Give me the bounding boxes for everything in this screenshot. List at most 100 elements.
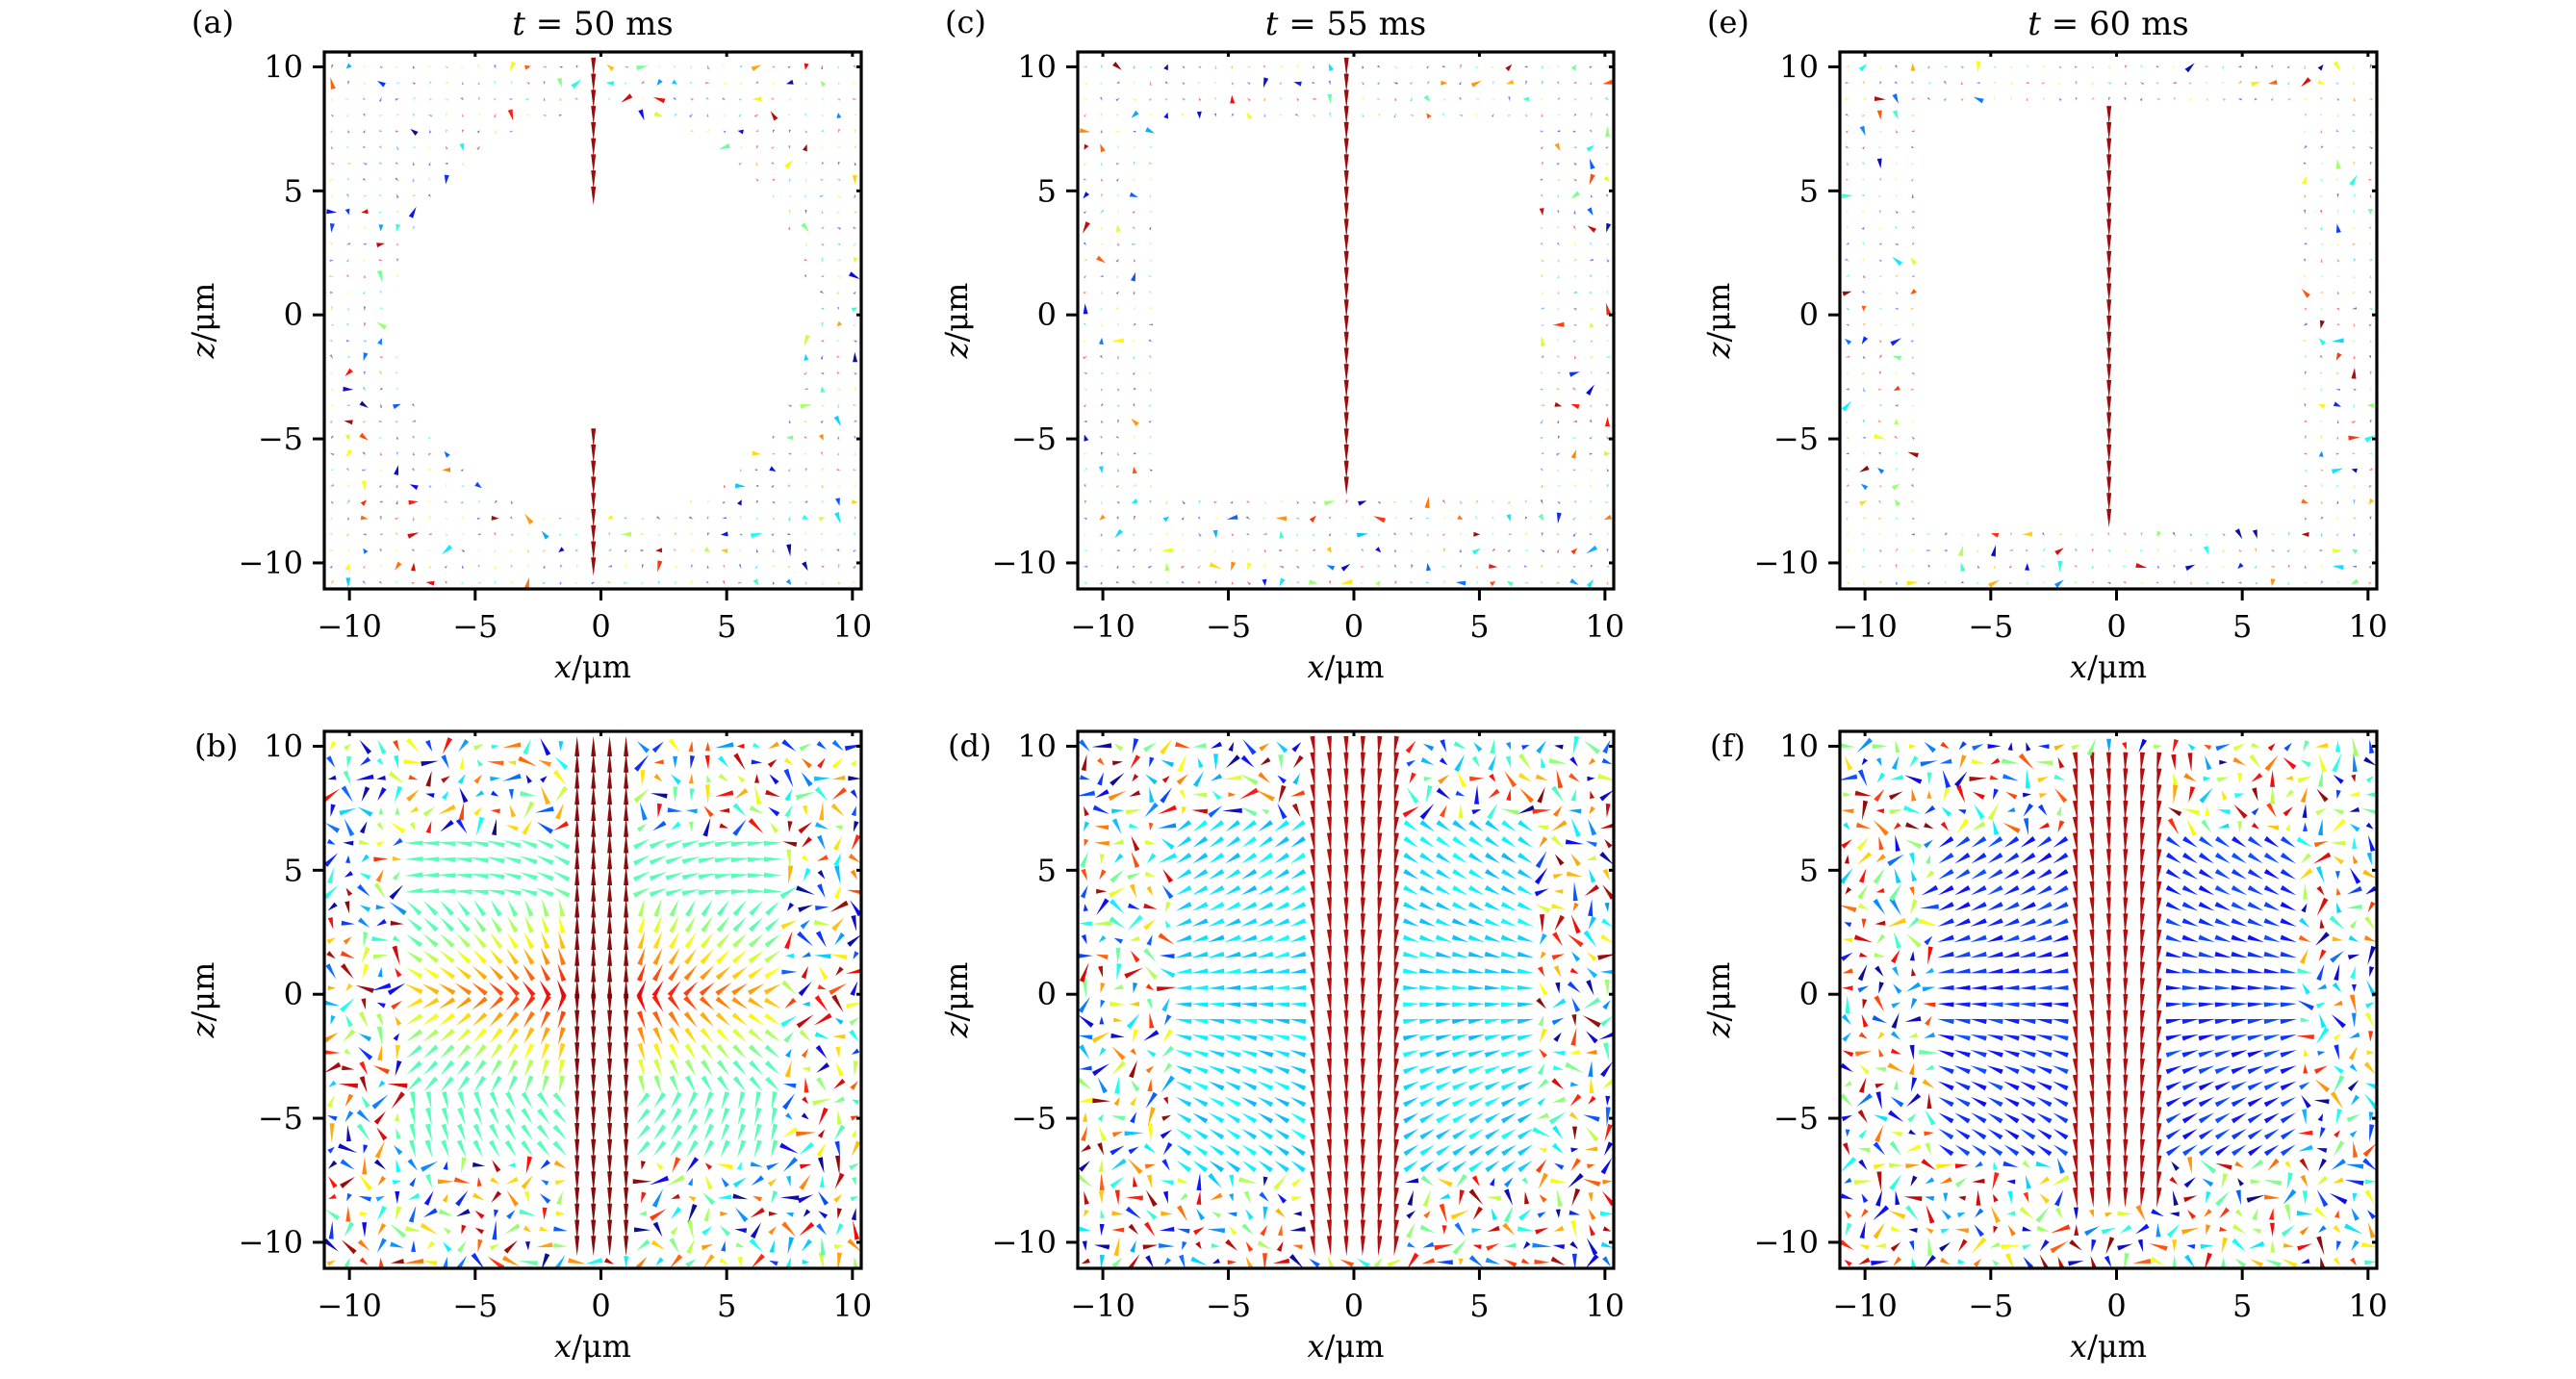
vector-arrow: [2336, 887, 2341, 896]
vector-arrow: [2368, 178, 2373, 181]
x-tick-label: 5: [1469, 1288, 1489, 1324]
vector-arrow: [2247, 968, 2265, 974]
vector-arrow: [803, 113, 807, 117]
vector-arrow: [424, 1139, 433, 1159]
vector-arrow: [2319, 371, 2324, 374]
vector-arrow: [2123, 961, 2129, 983]
vector-arrow: [2330, 950, 2345, 963]
vector-arrow: [1944, 549, 1948, 552]
vector-arrow: [1552, 1125, 1564, 1140]
vector-arrow: [1919, 1049, 1940, 1055]
vector-arrow: [1919, 918, 1939, 927]
vector-arrow: [1937, 1002, 1954, 1008]
vector-arrow: [1556, 130, 1561, 133]
vector-arrow: [1603, 450, 1611, 456]
vector-arrow: [1419, 968, 1437, 974]
vector-arrow: [2247, 869, 2264, 880]
vector-arrow: [326, 1094, 335, 1109]
vector-arrow: [2072, 1187, 2078, 1208]
vector-arrow: [1556, 548, 1560, 553]
vector-arrow: [853, 1060, 858, 1077]
vector-arrow: [1586, 855, 1596, 860]
vector-arrow: [673, 97, 676, 101]
vector-arrow: [326, 951, 336, 959]
vector-arrow: [2368, 565, 2372, 569]
vector-arrow: [1289, 885, 1307, 896]
vector-arrow: [750, 532, 763, 539]
vector-arrow: [2336, 259, 2340, 263]
vector-arrow: [1190, 1002, 1209, 1008]
vector-arrow: [2036, 1144, 2053, 1157]
vector-arrow: [526, 532, 530, 535]
vector-arrow: [651, 741, 664, 753]
vector-arrow: [1149, 786, 1155, 804]
vector-arrow: [427, 549, 432, 551]
vector-arrow: [753, 114, 759, 117]
vector-arrow: [1377, 97, 1381, 100]
vector-arrow: [2165, 968, 2183, 974]
vector-arrow: [1911, 484, 1914, 488]
vector-arrow: [721, 1240, 726, 1252]
vector-arrow: [2026, 64, 2029, 69]
vector-arrow: [681, 856, 701, 864]
vector-arrow: [473, 774, 483, 784]
vector-arrow: [412, 64, 415, 69]
vector-arrow: [1895, 145, 1899, 148]
vector-arrow: [346, 499, 351, 504]
vector-arrow: [1858, 1257, 1871, 1265]
vector-arrow: [1410, 532, 1413, 536]
vector-arrow: [470, 841, 489, 848]
vector-arrow: [1895, 580, 1899, 585]
vector-arrow: [836, 291, 840, 294]
vector-arrow: [681, 889, 701, 896]
vector-arrow: [1239, 951, 1258, 958]
vector-arrow: [2320, 145, 2324, 149]
vector-arrow: [559, 564, 563, 569]
vector-arrow: [1507, 500, 1511, 505]
vector-arrow: [1393, 929, 1399, 950]
vector-arrow: [854, 1256, 858, 1268]
vector-arrow: [506, 1210, 516, 1220]
vector-arrow: [1556, 581, 1561, 585]
vector-arrow: [720, 1123, 730, 1142]
vector-arrow: [1443, 580, 1446, 585]
vector-arrow: [2222, 549, 2225, 552]
vector-arrow: [535, 871, 554, 881]
vector-arrow: [1214, 580, 1217, 585]
vector-arrow: [591, 1026, 597, 1047]
vector-arrow: [373, 856, 389, 862]
vector-arrow: [2280, 902, 2297, 911]
vector-arrow: [537, 1091, 550, 1109]
vector-arrow: [557, 947, 566, 966]
vector-arrow: [342, 1065, 355, 1071]
vector-arrow: [1891, 1002, 1901, 1009]
vector-arrow: [1360, 1236, 1365, 1257]
vector-arrow: [1419, 853, 1436, 864]
vector-arrow: [2333, 61, 2341, 72]
vector-arrow: [2074, 1224, 2079, 1236]
vector-arrow: [1840, 952, 1853, 961]
vector-arrow: [1539, 836, 1548, 849]
vector-arrow: [1894, 498, 1900, 507]
vector-arrow: [2263, 1179, 2283, 1187]
vector-arrow: [1208, 1096, 1225, 1108]
vector-arrow: [1532, 1127, 1551, 1137]
vector-arrow: [637, 1010, 646, 1030]
vector-arrow: [804, 130, 808, 134]
vector-arrow: [1518, 836, 1533, 848]
vector-arrow: [1175, 1081, 1192, 1091]
vector-arrow: [1517, 1018, 1535, 1025]
vector-arrow: [2140, 1090, 2145, 1111]
vector-arrow: [854, 162, 857, 166]
vector-arrow: [1922, 1079, 1935, 1089]
vector-arrow: [738, 146, 743, 149]
vector-arrow: [362, 163, 368, 166]
vector-arrow: [1987, 836, 2003, 848]
vector-arrow: [1603, 1042, 1610, 1062]
x-tick-label: 10: [2348, 608, 2387, 645]
vector-arrow: [1393, 993, 1399, 1014]
vector-arrow: [1262, 532, 1267, 535]
vector-arrow: [1176, 774, 1188, 785]
vector-arrow: [1909, 852, 1915, 866]
vector-arrow: [652, 1042, 663, 1061]
